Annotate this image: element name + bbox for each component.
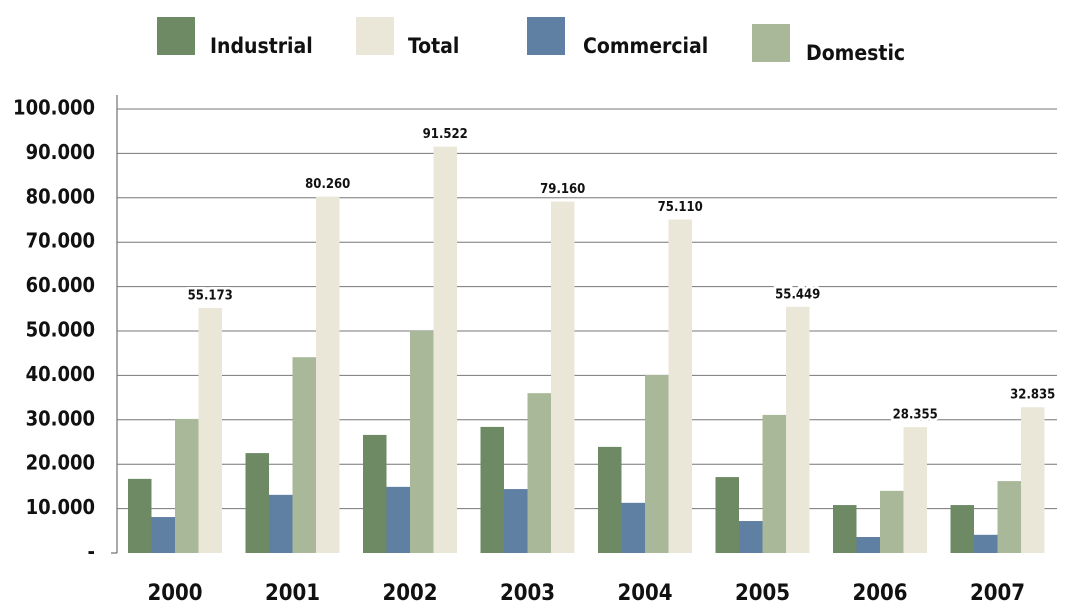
bar [974, 534, 998, 553]
legend-label: Industrial [210, 34, 313, 58]
bar [856, 537, 880, 553]
y-tick-label: 80.000 [26, 184, 95, 208]
bar [833, 505, 857, 553]
bar [316, 196, 340, 553]
bar [151, 517, 175, 553]
data-label: 55.449 [775, 287, 820, 302]
bar [645, 374, 669, 553]
y-tick-label: 50.000 [26, 318, 95, 342]
data-label: 32.835 [1010, 388, 1055, 403]
x-tick-label: 2000 [147, 581, 202, 605]
y-tick-label: 90.000 [26, 140, 95, 164]
x-tick-label: 2004 [617, 581, 672, 605]
bar [527, 393, 551, 553]
bar [786, 306, 810, 553]
bar [1021, 407, 1045, 553]
x-tick-label: 2001 [265, 581, 320, 605]
data-label: 28.355 [893, 408, 938, 423]
bar [762, 414, 786, 553]
bar [386, 486, 410, 553]
legend-label: Domestic [806, 41, 905, 65]
y-tick-label: 10.000 [26, 495, 95, 519]
bar [621, 502, 645, 553]
y-tick-label: 60.000 [26, 273, 95, 297]
bar [950, 505, 974, 553]
bar [245, 453, 269, 553]
y-tick-label: 30.000 [26, 406, 95, 430]
y-tick-label: 100.000 [13, 96, 95, 120]
bar [175, 418, 199, 553]
x-tick-label: 2003 [500, 581, 555, 605]
bar [433, 146, 457, 553]
bar [198, 308, 222, 553]
bar [715, 477, 739, 553]
bar [668, 219, 692, 553]
x-tick-label: 2005 [735, 581, 790, 605]
bar [292, 357, 316, 553]
bar [551, 201, 575, 553]
bar [880, 490, 904, 553]
bar [480, 426, 504, 553]
legend-swatch [356, 17, 394, 55]
data-label: 79.160 [540, 182, 585, 197]
x-tick-label: 2007 [970, 581, 1025, 605]
legend-swatch [157, 17, 195, 55]
data-label: 80.260 [305, 177, 350, 192]
y-tick-label: - [88, 540, 95, 564]
data-label: 75.110 [658, 200, 703, 215]
bar [363, 434, 387, 553]
x-tick-label: 2002 [382, 581, 437, 605]
legend-swatch [527, 17, 565, 55]
bar [269, 494, 293, 553]
y-tick-label: 70.000 [26, 229, 95, 253]
bar [598, 446, 622, 553]
legend-swatch [752, 24, 790, 62]
data-label: 55.173 [188, 289, 233, 304]
bar [903, 427, 927, 553]
y-tick-label: 20.000 [26, 451, 95, 475]
data-label: 91.522 [423, 127, 468, 142]
x-tick-label: 2006 [852, 581, 907, 605]
bar [997, 481, 1021, 553]
bar [739, 521, 763, 553]
bar [128, 478, 152, 553]
bar [504, 489, 528, 553]
legend-label: Commercial [583, 34, 708, 58]
y-tick-label: 40.000 [26, 362, 95, 386]
bar [410, 331, 434, 553]
legend-label: Total [408, 34, 459, 58]
